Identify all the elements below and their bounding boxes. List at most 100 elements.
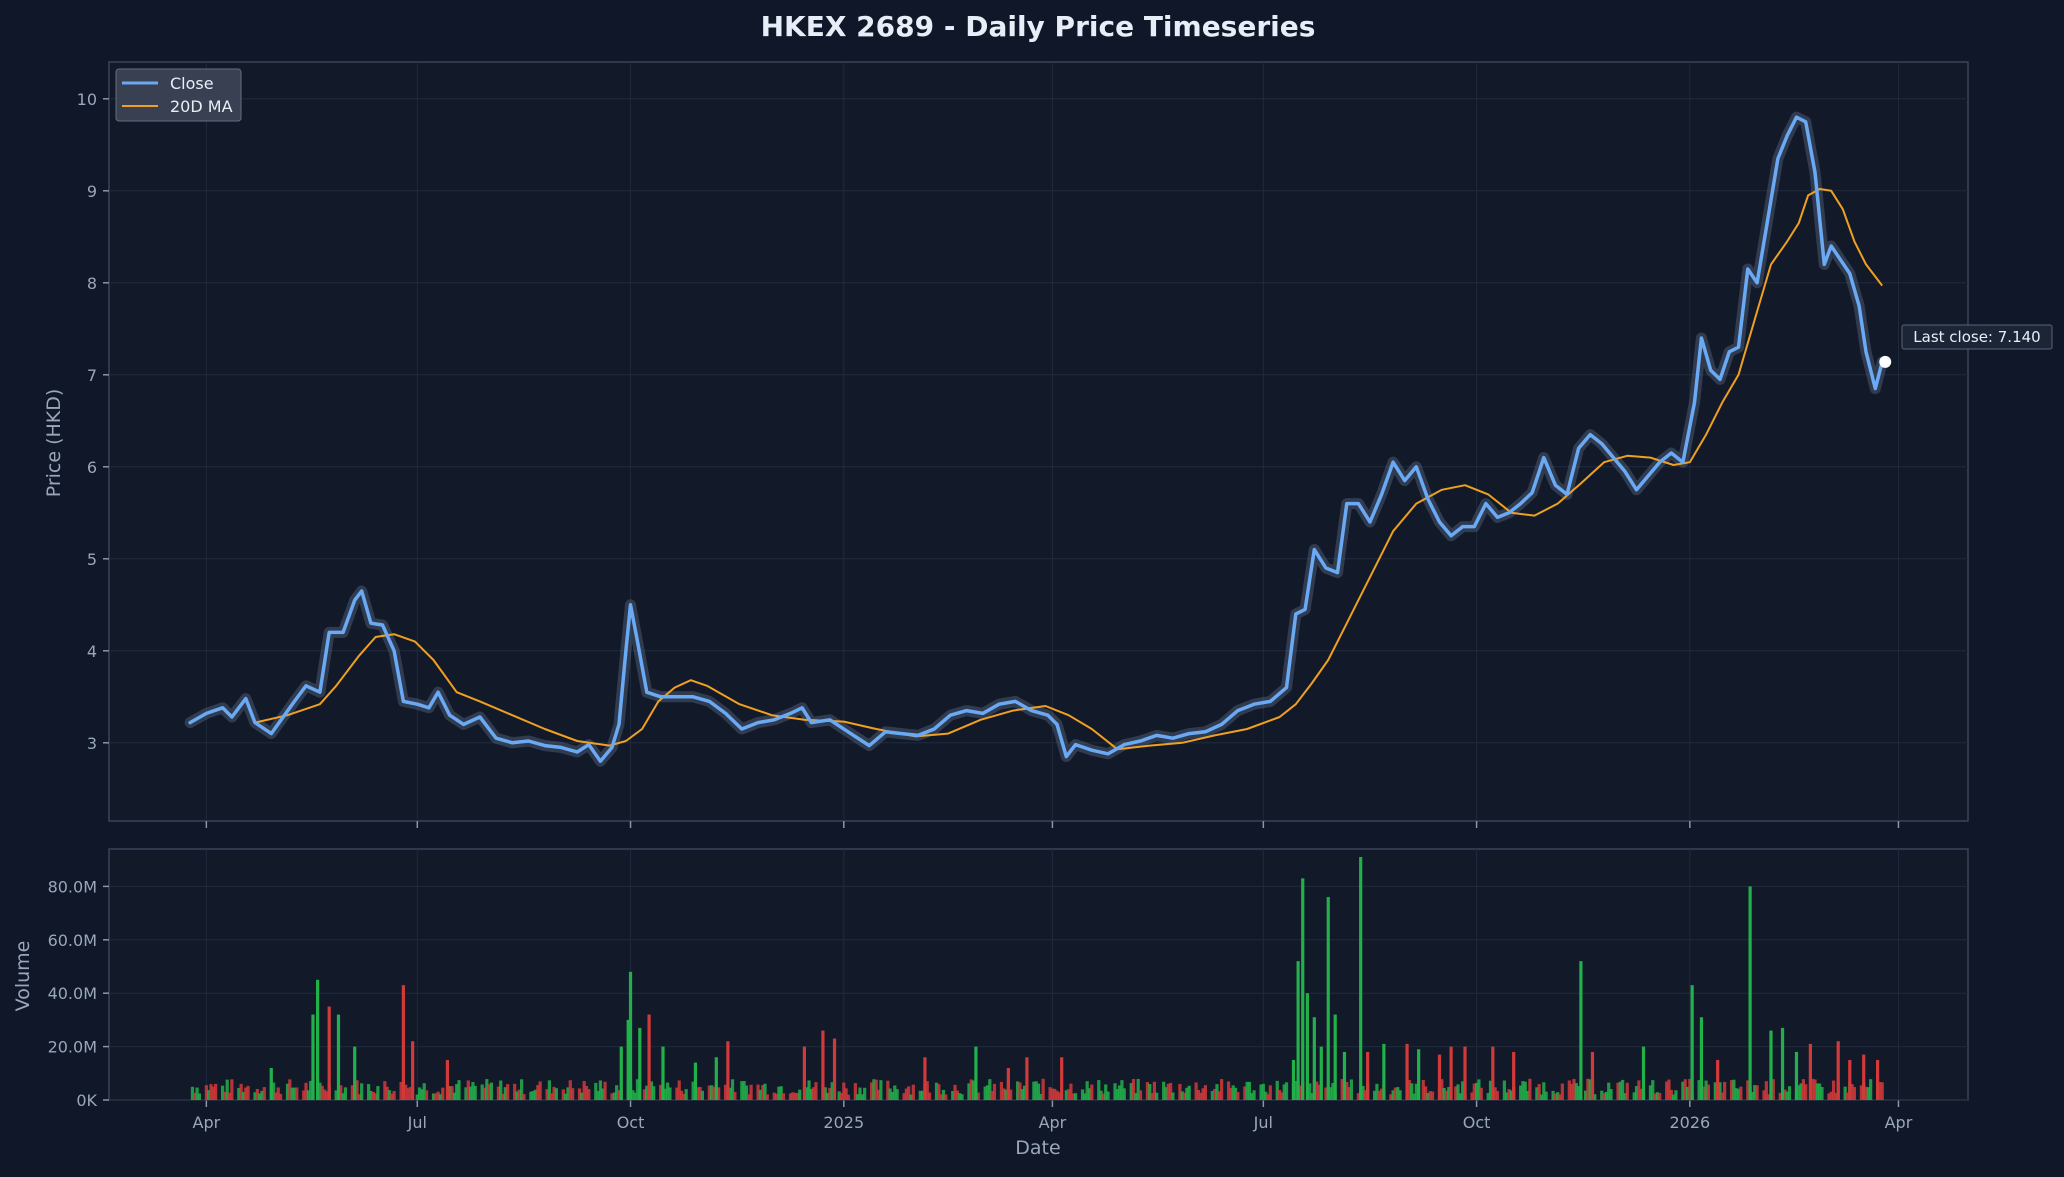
volume-bar (1474, 1082, 1479, 1100)
volume-bar (550, 1093, 554, 1100)
volume-bar (990, 1090, 994, 1100)
volume-bar (570, 1088, 575, 1100)
volume-bar (515, 1091, 519, 1100)
volume-bar (1213, 1088, 1217, 1100)
x-tick-label: Apr (1039, 1113, 1067, 1132)
volume-bar (1250, 1093, 1254, 1100)
volume-bar (740, 1081, 744, 1100)
volume-bar (1136, 1079, 1140, 1100)
volume-bar (360, 1083, 364, 1100)
volume-bar (1129, 1083, 1133, 1100)
volume-bar (1593, 1094, 1597, 1100)
price-y-tick-label: 5 (87, 550, 97, 569)
volume-bar (1220, 1079, 1224, 1100)
volume-bar (536, 1085, 540, 1100)
volume-bar (1572, 1078, 1576, 1100)
volume-bar (1393, 1087, 1398, 1100)
volume-bar (531, 1090, 535, 1100)
volume-bar (1811, 1078, 1815, 1100)
volume-bar (793, 1092, 797, 1100)
volume-bar (311, 1014, 315, 1100)
volume-bar (207, 1090, 211, 1100)
volume-bar (295, 1087, 299, 1100)
volume-bar (1398, 1090, 1402, 1100)
volume-bar (944, 1094, 948, 1100)
volume-bar (464, 1087, 468, 1100)
volume-bar (487, 1084, 491, 1100)
volume-bar (1236, 1091, 1240, 1100)
volume-bar (1748, 886, 1752, 1100)
volume-bar (939, 1094, 943, 1100)
volume-bar (529, 1091, 533, 1100)
volume-bar (682, 1093, 686, 1100)
volume-bar (1069, 1083, 1073, 1100)
volume-bar (406, 1088, 410, 1100)
volume-bar (955, 1090, 959, 1100)
volume-bar (1797, 1085, 1801, 1100)
volume-bar (744, 1085, 749, 1100)
volume-bar (1245, 1081, 1249, 1100)
volume-bar (1755, 1085, 1759, 1100)
volume-bar (1723, 1081, 1727, 1100)
volume-bar (415, 1094, 419, 1100)
volume-bar (1750, 1091, 1755, 1100)
volume-bar (1194, 1082, 1198, 1100)
volume-bar (1002, 1088, 1006, 1100)
price-y-tick-label: 9 (87, 182, 97, 201)
volume-bar (700, 1090, 704, 1100)
volume-bar (1073, 1093, 1078, 1100)
volume-bar (777, 1086, 781, 1100)
volume-bar (1720, 1092, 1724, 1100)
volume-bar (318, 1082, 322, 1100)
volume-bar (666, 1082, 670, 1100)
volume-bar (1864, 1086, 1868, 1100)
volume-bar (765, 1094, 769, 1100)
volume-bar (791, 1092, 795, 1100)
volume-bar (290, 1087, 294, 1100)
volume-bar (1834, 1092, 1838, 1100)
volume-bar (422, 1083, 426, 1100)
volume-bar (353, 1046, 357, 1100)
volume-bar (691, 1081, 695, 1100)
volume-bar (1829, 1091, 1833, 1100)
x-tick-label: Jul (1253, 1113, 1273, 1132)
last-close-label: Last close: 7.140 (1913, 328, 2040, 346)
volume-bar (1180, 1091, 1184, 1100)
volume-bar (1421, 1079, 1425, 1100)
volume-bar (292, 1087, 297, 1100)
volume-bar (1495, 1091, 1500, 1100)
volume-bar (457, 1080, 461, 1100)
volume-bar (1442, 1087, 1446, 1100)
price-y-tick-label: 8 (87, 274, 97, 293)
volume-bar (450, 1086, 454, 1100)
volume-bar (1308, 1083, 1312, 1100)
volume-bar (1799, 1083, 1803, 1100)
volume-bar (1681, 1081, 1685, 1100)
volume-bar (809, 1088, 813, 1100)
volume-bar (821, 1030, 825, 1100)
volume-bar (1090, 1084, 1094, 1100)
volume-plot-area (108, 848, 1969, 1101)
volume-bar (1366, 1051, 1370, 1100)
volume-bar (1588, 1079, 1592, 1100)
volume-bar (1739, 1086, 1743, 1100)
volume-bar (1440, 1079, 1444, 1100)
volume-bar (1493, 1087, 1497, 1100)
volume-bar (714, 1057, 718, 1100)
volume-bar (1486, 1093, 1490, 1100)
volume-bar (1866, 1087, 1870, 1100)
volume-bar (1048, 1087, 1052, 1100)
volume-bar (1296, 961, 1300, 1100)
volume-bar (1456, 1084, 1460, 1100)
volume-bar (628, 971, 633, 1100)
volume-bar (552, 1086, 556, 1100)
volume-bar (1637, 1080, 1641, 1100)
volume-bar (1461, 1081, 1465, 1100)
volume-bar (1880, 1082, 1884, 1100)
volume-bar (244, 1087, 248, 1100)
x-tick-label: Oct (1463, 1113, 1491, 1132)
volume-bar (1604, 1091, 1608, 1100)
volume-bar (411, 1041, 415, 1100)
volume-bar (220, 1085, 225, 1100)
